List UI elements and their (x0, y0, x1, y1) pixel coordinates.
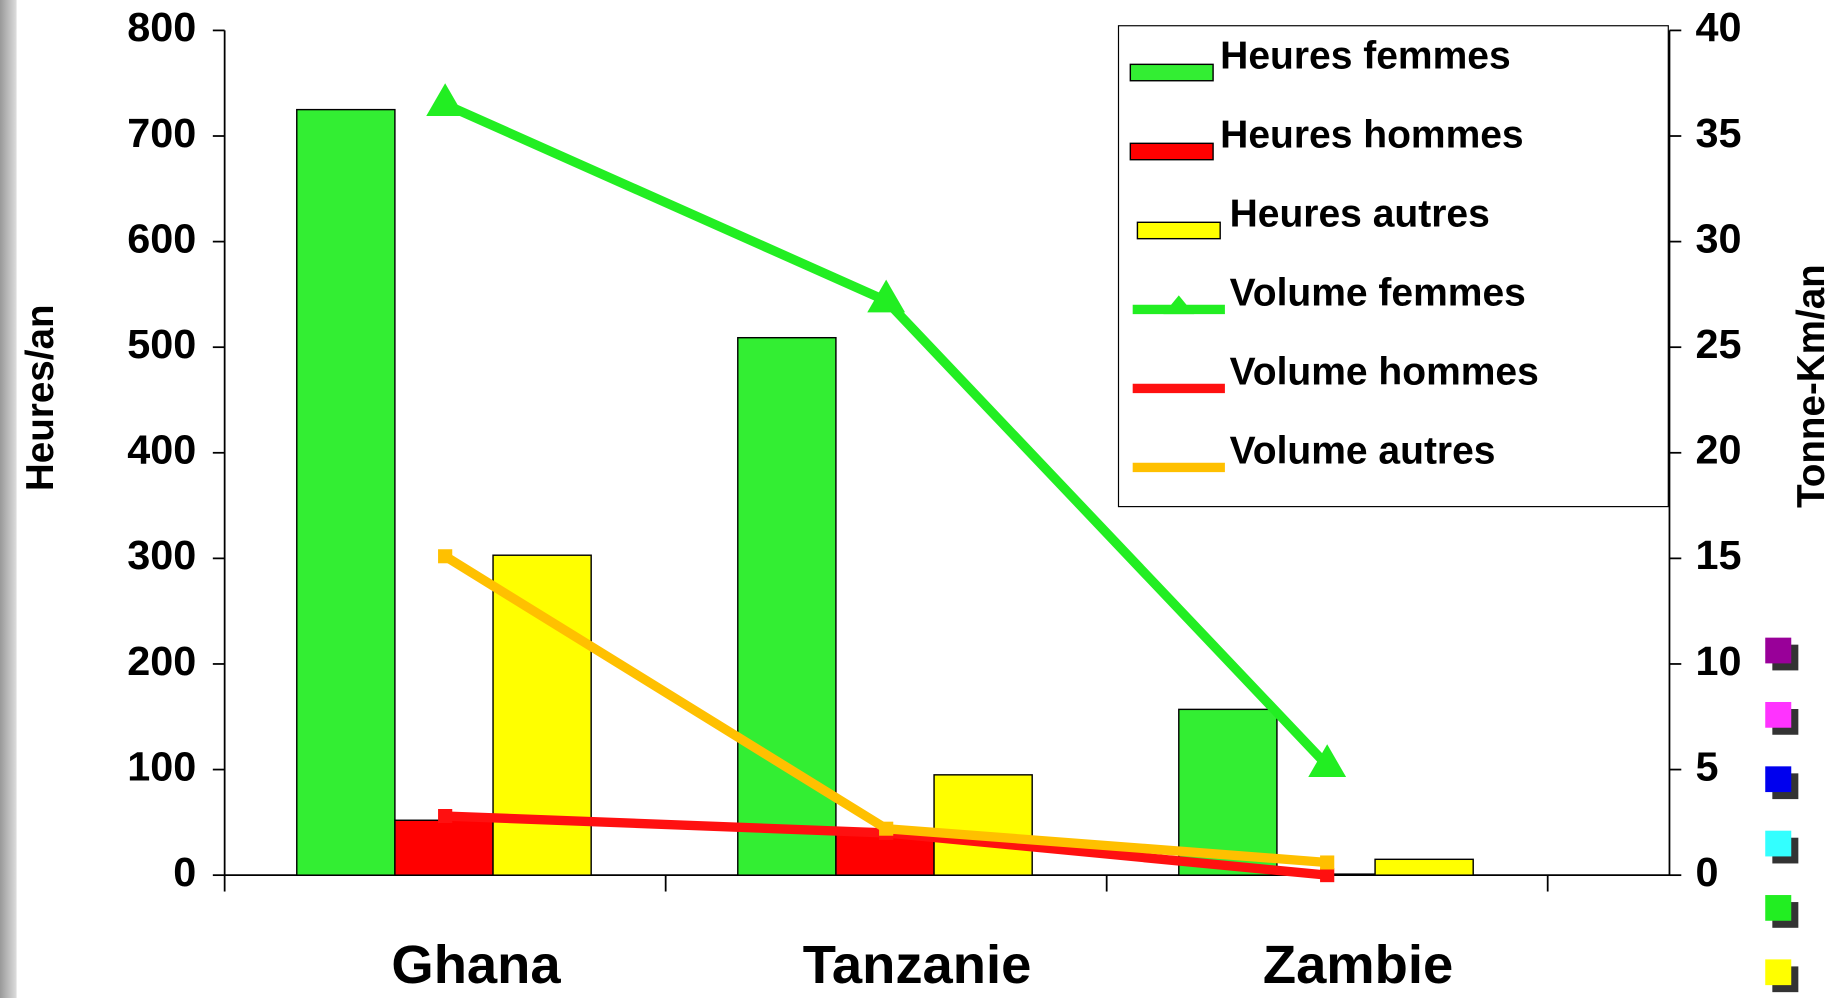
y-tick-label: 800 (127, 4, 196, 50)
y2-tick-label: 10 (1695, 638, 1741, 684)
bar (394, 819, 494, 876)
y-tick-label: 100 (127, 744, 196, 790)
y2-tick-label: 20 (1695, 427, 1741, 473)
marker (438, 809, 453, 824)
legend-swatch (1129, 63, 1214, 82)
y2-axis-title: Tonne-Km/an (1790, 264, 1833, 508)
bar (933, 774, 1033, 876)
legend: Heures femmes Heures hommes Heures autres V… (1129, 35, 1539, 473)
x-tick-label: Tanzanie (803, 935, 1032, 995)
legend-label: Volume hommes (1230, 351, 1539, 394)
y-tick-label: 0 (173, 849, 196, 895)
marker (867, 279, 906, 313)
marker (438, 549, 453, 564)
legend-label: Heures femmes (1220, 35, 1510, 78)
y2-tick-label: 40 (1695, 4, 1741, 50)
y-tick-label: 400 (127, 427, 196, 473)
y-tick-label: 300 (127, 532, 196, 578)
marker (426, 83, 465, 117)
y-tick-label: 200 (127, 638, 196, 684)
marker (1320, 855, 1335, 870)
y2-tick-label: 5 (1695, 744, 1718, 790)
bar (492, 554, 592, 876)
decor-squares (1765, 637, 1799, 993)
y2-tick-label: 30 (1695, 216, 1741, 262)
marker (879, 821, 894, 836)
y2-tick-label: 0 (1695, 849, 1718, 895)
bar (296, 108, 396, 876)
legend-label: Heures hommes (1220, 114, 1523, 157)
y-tick-label: 500 (127, 321, 196, 367)
y2-tick-label: 25 (1695, 321, 1741, 367)
x-tick-label: Ghana (391, 935, 561, 995)
y2-tick-label: 35 (1695, 110, 1741, 156)
y2-tick-label: 15 (1695, 532, 1741, 578)
legend-swatch (1136, 221, 1221, 240)
y-tick-label: 700 (127, 110, 196, 156)
legend-label: Heures autres (1230, 193, 1490, 236)
legend-swatch (1129, 142, 1214, 161)
x-tick-label: Zambie (1263, 935, 1453, 995)
legend-label: Volume femmes (1230, 272, 1526, 315)
bar (1374, 858, 1474, 876)
y-tick-label: 600 (127, 216, 196, 262)
marker (1308, 744, 1347, 778)
legend-marker (1163, 295, 1195, 315)
legend-label: Volume autres (1230, 430, 1496, 473)
bar (1178, 708, 1278, 876)
side-strip (0, 0, 17, 998)
legend-box (1117, 25, 1669, 508)
marker (1320, 868, 1335, 883)
y-axis-title: Heures/an (19, 304, 62, 491)
bar (737, 336, 837, 876)
